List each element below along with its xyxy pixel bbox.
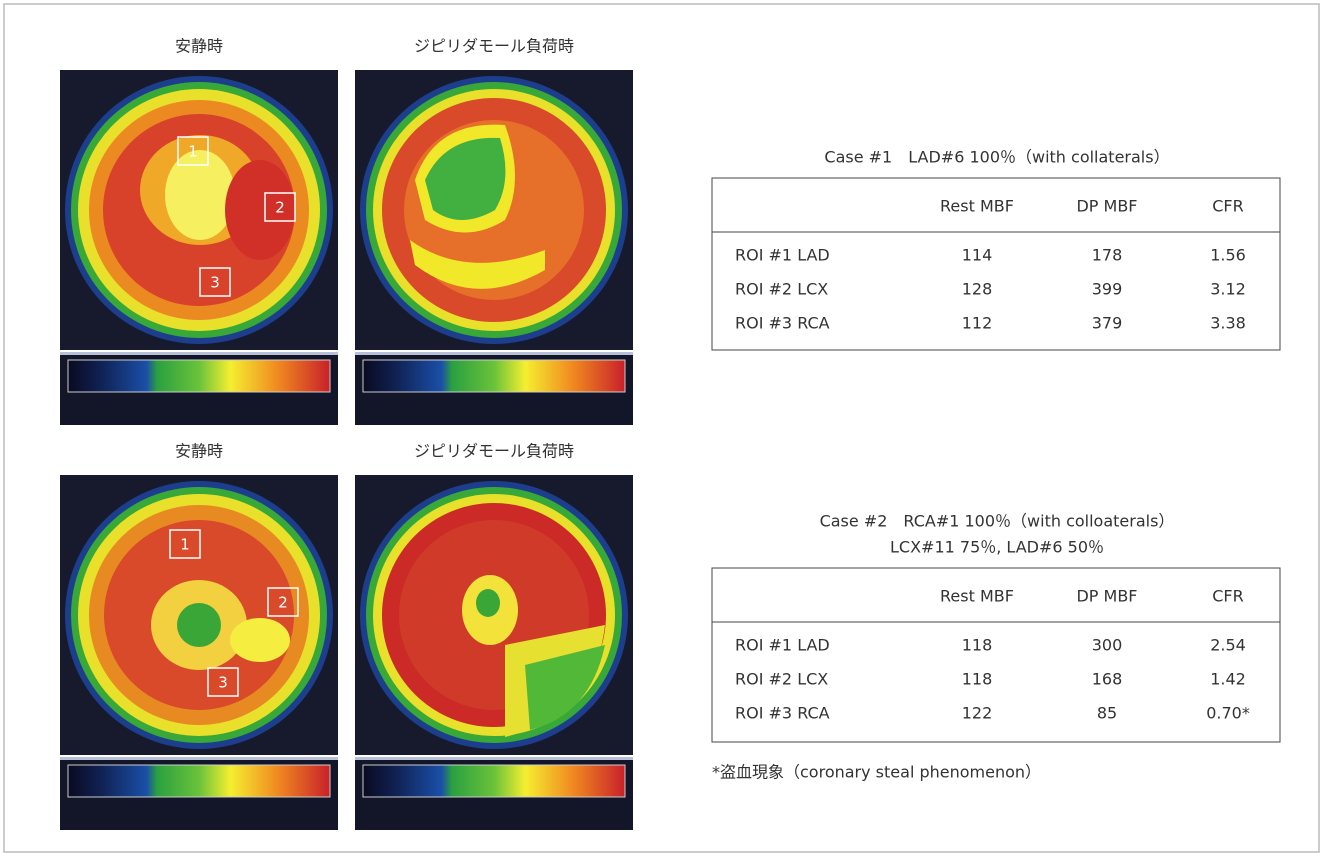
table-cell: 3.38	[1210, 314, 1246, 333]
roi-label: 3	[218, 674, 228, 692]
colorbar	[68, 360, 330, 392]
table-header: DP MBF	[1076, 197, 1137, 216]
colorbar-edge	[60, 757, 338, 760]
colorbar-edge	[355, 757, 633, 760]
roi-label: 2	[278, 594, 288, 612]
table-cell: 114	[962, 246, 993, 265]
table-cell: 300	[1092, 636, 1123, 655]
colorbar	[68, 765, 330, 797]
figure: 安静時 1 2 3 ジピリダモール負荷時 Case #1 LAD#6 100％（with …	[0, 0, 1323, 856]
map-blob	[230, 618, 290, 662]
table-cell: 118	[962, 670, 993, 689]
table-cell: 399	[1092, 280, 1123, 299]
row-label: ROI #3 RCA	[735, 704, 830, 723]
page: 安静時 1 2 3 ジピリダモール負荷時 Case #1 LAD#6 100％（with …	[0, 0, 1323, 856]
table-cell: 379	[1092, 314, 1123, 333]
colorbar	[363, 765, 625, 797]
roi-label: 1	[180, 536, 190, 554]
table-header: Rest MBF	[940, 197, 1014, 216]
table-caption: Case #2 RCA#1 100％（with colloaterals）	[820, 512, 1175, 531]
map-blob	[165, 150, 235, 240]
row-label: ROI #3 RCA	[735, 314, 830, 333]
map-blob	[476, 589, 500, 617]
table-cell: 168	[1092, 670, 1123, 689]
row-label: ROI #1 LAD	[735, 636, 830, 655]
row-label: ROI #2 LCX	[735, 280, 828, 299]
roi-label: 1	[188, 143, 198, 161]
footnote: *盗血現象（coronary steal phenomenon）	[712, 763, 1041, 782]
table-cell: 2.54	[1210, 636, 1246, 655]
row-label: ROI #2 LCX	[735, 670, 828, 689]
polar-map: 1 2 3	[60, 475, 338, 830]
image-label: ジピリダモール負荷時	[414, 442, 574, 461]
table-cell: 85	[1097, 704, 1117, 723]
table-cell: 122	[962, 704, 993, 723]
table-cell: 118	[962, 636, 993, 655]
table-header: CFR	[1212, 197, 1244, 216]
table-cell: 128	[962, 280, 993, 299]
image-label: 安静時	[175, 442, 223, 461]
colorbar	[363, 360, 625, 392]
table-cell: 178	[1092, 246, 1123, 265]
table-cell: 1.42	[1210, 670, 1246, 689]
roi-label: 2	[275, 199, 285, 217]
polar-map	[355, 70, 633, 425]
polar-map: 1 2 3	[60, 70, 338, 425]
table-header: CFR	[1212, 587, 1244, 606]
table-header: DP MBF	[1076, 587, 1137, 606]
table-caption: Case #1 LAD#6 100％（with collaterals）	[824, 148, 1169, 167]
table-cell: 0.70*	[1206, 704, 1250, 723]
roi-label: 3	[210, 274, 220, 292]
map-blob	[177, 603, 221, 647]
row-label: ROI #1 LAD	[735, 246, 830, 265]
table-cell: 1.56	[1210, 246, 1246, 265]
colorbar-edge	[355, 352, 633, 355]
image-label: 安静時	[175, 37, 223, 56]
table-cell: 112	[962, 314, 993, 333]
table-caption: LCX#11 75％, LAD#6 50％	[890, 538, 1104, 557]
table-header: Rest MBF	[940, 587, 1014, 606]
image-label: ジピリダモール負荷時	[414, 37, 574, 56]
polar-map	[355, 475, 633, 830]
colorbar-edge	[60, 352, 338, 355]
table-cell: 3.12	[1210, 280, 1246, 299]
